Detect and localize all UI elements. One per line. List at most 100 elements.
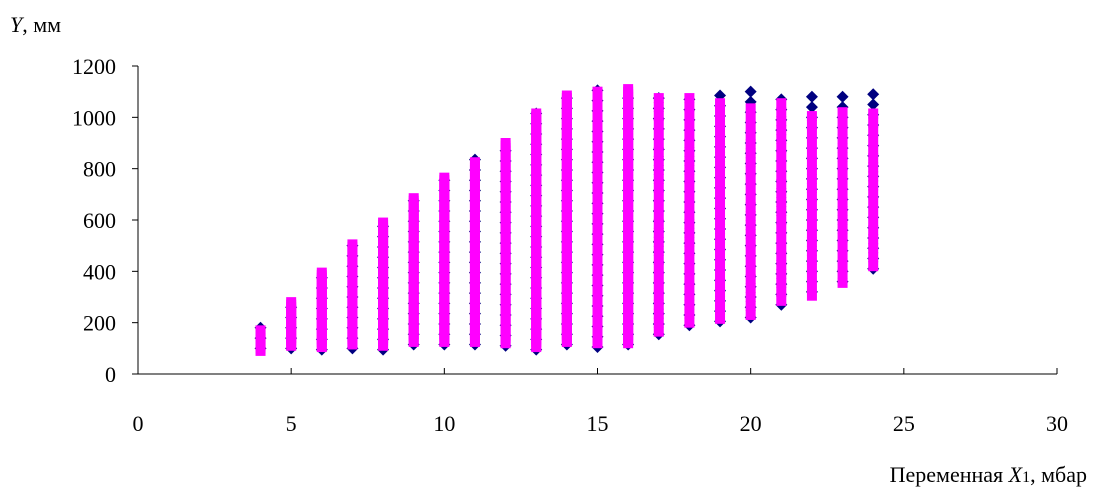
- data-point-square: [745, 130, 756, 141]
- data-point-square: [653, 138, 664, 148]
- x-tick-label: 25: [893, 411, 915, 436]
- data-point-square: [868, 180, 879, 191]
- data-point-square: [776, 152, 787, 163]
- x-tick-label: 0: [133, 411, 144, 436]
- data-point-square: [868, 108, 879, 119]
- data-point-square: [745, 238, 756, 249]
- data-point-square: [837, 188, 848, 199]
- data-point-square: [837, 268, 848, 279]
- data-point-square: [715, 197, 726, 208]
- data-point-square: [776, 215, 787, 225]
- data-point-square: [745, 283, 756, 294]
- data-point-square: [776, 223, 787, 234]
- data-point-square: [776, 179, 787, 190]
- y-tick-label: 600: [83, 208, 116, 233]
- x-tick-label: 15: [587, 411, 609, 436]
- data-point-square: [378, 217, 389, 228]
- data-point-square: [684, 146, 695, 157]
- data-point-square: [715, 179, 726, 190]
- data-point-square: [837, 232, 848, 243]
- data-point-square: [868, 225, 879, 236]
- data-point-square: [684, 155, 695, 166]
- data-point-square: [745, 121, 756, 132]
- data-point-square: [684, 245, 695, 256]
- data-point-square: [684, 236, 695, 247]
- data-point-square: [653, 111, 664, 122]
- data-point-square: [776, 143, 787, 154]
- data-point-square: [776, 188, 787, 199]
- data-point-square: [806, 254, 817, 265]
- data-point-square: [806, 111, 817, 122]
- data-point-square: [653, 272, 664, 283]
- data-point-square: [837, 116, 848, 127]
- data-point-square: [837, 143, 848, 154]
- data-point-square: [715, 241, 726, 252]
- x-tick-label: 10: [433, 411, 455, 436]
- data-point-square: [745, 211, 756, 222]
- data-point-diamond: [744, 85, 757, 98]
- data-point-square: [715, 232, 726, 243]
- data-point-square: [776, 197, 787, 208]
- data-point-square: [776, 134, 787, 145]
- data-point-square: [776, 286, 787, 297]
- x-axis-label: Переменная X1, мбар: [890, 462, 1087, 487]
- data-point-square: [745, 220, 756, 231]
- data-point-square: [776, 268, 787, 279]
- data-point-square: [776, 241, 787, 252]
- data-point-square: [806, 138, 817, 148]
- data-point-square: [715, 134, 726, 145]
- data-point-square: [745, 247, 756, 258]
- data-point-square: [684, 218, 695, 229]
- data-point-square: [868, 234, 879, 245]
- data-point-square: [653, 254, 664, 265]
- data-point-square: [715, 107, 726, 118]
- data-point-square: [868, 189, 879, 200]
- data-point-square: [806, 164, 817, 175]
- data-point-square: [837, 259, 848, 270]
- data-point-square: [653, 191, 664, 202]
- data-point-square: [592, 86, 603, 97]
- data-point-square: [653, 290, 664, 301]
- y-tick-label: 200: [83, 311, 116, 336]
- data-point-square: [439, 172, 450, 183]
- data-point-square: [776, 107, 787, 118]
- data-point-square: [653, 182, 664, 193]
- data-point-square: [837, 250, 848, 261]
- data-point-square: [684, 209, 695, 220]
- data-point-square: [653, 120, 664, 131]
- data-point-square: [684, 200, 695, 211]
- data-point-square: [837, 206, 848, 217]
- data-point-diamond: [836, 90, 849, 103]
- data-point-square: [776, 295, 787, 306]
- data-point-square: [776, 232, 787, 243]
- data-point-square: [776, 98, 787, 109]
- data-point-square: [684, 308, 695, 319]
- data-point-square: [684, 120, 695, 131]
- data-point-square: [868, 207, 879, 218]
- data-point-square: [806, 227, 817, 238]
- data-point-square: [745, 193, 756, 204]
- data-point-square: [745, 112, 756, 123]
- data-point-square: [715, 188, 726, 199]
- data-point-square: [868, 252, 879, 263]
- data-point-square: [806, 146, 817, 157]
- y-tick-label: 0: [105, 362, 116, 387]
- data-point-square: [776, 250, 787, 261]
- data-point-square: [868, 162, 879, 173]
- data-point-square: [500, 138, 511, 148]
- data-point-square: [653, 317, 664, 328]
- data-point-square: [745, 148, 756, 159]
- data-point-square: [806, 290, 817, 301]
- data-point-square: [806, 200, 817, 211]
- data-point-square: [653, 102, 664, 113]
- data-point-square: [715, 268, 726, 279]
- data-point-square: [286, 297, 297, 308]
- data-point-square: [868, 216, 879, 227]
- data-point-square: [715, 286, 726, 297]
- data-point-square: [715, 250, 726, 261]
- data-point-square: [806, 218, 817, 229]
- data-point-square: [684, 299, 695, 310]
- data-point-square: [837, 134, 848, 145]
- data-point-square: [776, 259, 787, 270]
- data-point-square: [653, 245, 664, 256]
